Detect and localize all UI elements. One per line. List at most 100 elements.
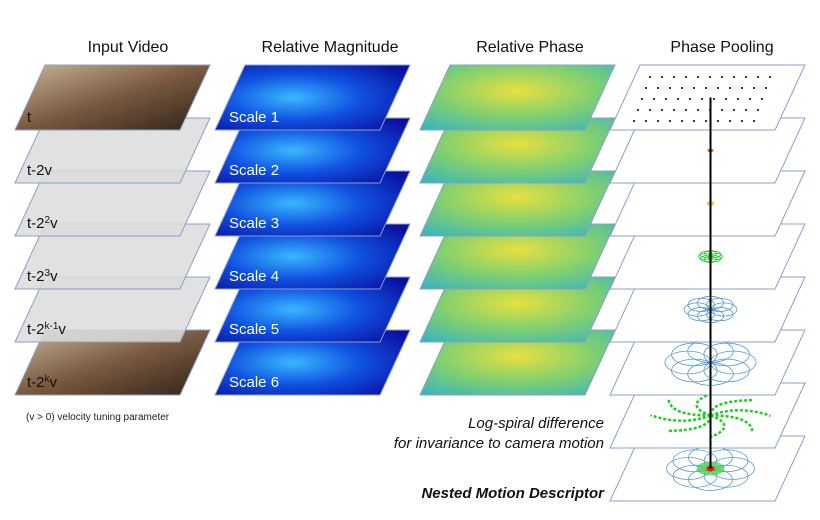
- pool-dot: [740, 86, 744, 90]
- pool-dot: [700, 97, 704, 101]
- pool-dot: [732, 75, 736, 79]
- label-part: k: [45, 374, 51, 385]
- pool-dot: [636, 108, 640, 112]
- pool-dot: [648, 75, 652, 79]
- pool-dot: [728, 119, 732, 123]
- pool-dot: [668, 86, 672, 90]
- pool-dot: [752, 86, 756, 90]
- frame: [14, 64, 211, 131]
- descriptor-label: Nested Motion Descriptor: [421, 485, 605, 502]
- pool-dot: [720, 75, 724, 79]
- annotation: Log-spiral difference: [468, 415, 604, 432]
- scale-label: Scale 5: [229, 321, 279, 338]
- pool-dot: [696, 108, 700, 112]
- frame: [609, 64, 806, 131]
- pool-dot: [716, 86, 720, 90]
- pool-dot: [664, 97, 668, 101]
- pool-dot: [752, 119, 756, 123]
- label-part: v: [58, 321, 66, 338]
- spiral-arm: [650, 413, 711, 422]
- pool-ring: [703, 449, 749, 473]
- pool-dot: [744, 75, 748, 79]
- label-part: 3: [45, 268, 51, 279]
- column-title: Phase Pooling: [670, 39, 773, 56]
- pool-dot: [676, 97, 680, 101]
- column-title: Input Video: [88, 39, 169, 56]
- pool-dot: [712, 97, 716, 101]
- pool-dot: [684, 75, 688, 79]
- frame: [419, 64, 616, 131]
- pool-dot: [640, 97, 644, 101]
- frame-label: t-2k-1v: [27, 321, 66, 339]
- pool-dot: [692, 119, 696, 123]
- frame-label: t-23v: [27, 268, 58, 286]
- pool-dot: [644, 86, 648, 90]
- pool-dot: [716, 119, 720, 123]
- pool-dot: [740, 119, 744, 123]
- pool-ring: [708, 250, 722, 258]
- scale-label: Scale 6: [229, 374, 279, 391]
- pool-dot: [732, 108, 736, 112]
- pool-dot: [652, 97, 656, 101]
- pool-dot: [708, 75, 712, 79]
- label-part: t-2: [27, 321, 45, 338]
- pool-dot: [744, 108, 748, 112]
- pool-dot: [704, 119, 708, 123]
- scale-label: Scale 3: [229, 215, 279, 232]
- pool-dot: [720, 108, 724, 112]
- frame: [214, 64, 411, 131]
- pool-dot: [768, 75, 772, 79]
- pool-dot: [728, 86, 732, 90]
- pool-dot: [688, 97, 692, 101]
- frame-label: t-22v: [27, 215, 58, 233]
- pool-dot: [672, 75, 676, 79]
- column-title: Relative Magnitude: [262, 39, 399, 56]
- pool-dot: [660, 108, 664, 112]
- frame-label: t: [27, 109, 32, 126]
- pool-dot: [696, 75, 700, 79]
- label-part: t-2: [27, 162, 45, 179]
- pool-dot: [704, 86, 708, 90]
- pool-dot: [632, 119, 636, 123]
- column-title: Relative Phase: [476, 39, 584, 56]
- pool-dot: [656, 86, 660, 90]
- label-part: t: [27, 109, 32, 126]
- note: (v > 0) velocity tuning parameter: [26, 412, 170, 423]
- label-part: 2: [45, 215, 51, 226]
- pool-dot: [756, 108, 760, 112]
- pool-dot: [760, 97, 764, 101]
- pool-dot: [684, 108, 688, 112]
- label-part: v: [50, 215, 58, 232]
- spiral-arm: [710, 409, 771, 418]
- frame-label: t-2kv: [27, 374, 58, 392]
- spiral-arm: [710, 414, 754, 432]
- frame-label: t-2v: [27, 162, 53, 179]
- pool-dot: [724, 97, 728, 101]
- label-part: k-1: [45, 321, 59, 332]
- pool-dot: [764, 86, 768, 90]
- pool-dot: [648, 108, 652, 112]
- pool-dot: [668, 119, 672, 123]
- pool-dot: [748, 97, 752, 101]
- label-part: v: [45, 162, 53, 179]
- label-part: v: [50, 268, 58, 285]
- pool-dot: [660, 75, 664, 79]
- pool-dot: [680, 86, 684, 90]
- label-part: t-2: [27, 374, 45, 391]
- pool-dot: [672, 108, 676, 112]
- pool-dot: [644, 119, 648, 123]
- pool-dot: [692, 86, 696, 90]
- pool-dot: [680, 119, 684, 123]
- pool-ring: [703, 342, 750, 367]
- pool-dot: [656, 119, 660, 123]
- pool-dot: [736, 97, 740, 101]
- pool-dot: [756, 75, 760, 79]
- label-part: t-2: [27, 268, 45, 285]
- label-part: t-2: [27, 215, 45, 232]
- scale-label: Scale 1: [229, 109, 279, 126]
- label-part: v: [50, 374, 58, 391]
- spiral-arm: [667, 399, 711, 417]
- annotation: for invariance to camera motion: [394, 435, 604, 452]
- scale-label: Scale 2: [229, 162, 279, 179]
